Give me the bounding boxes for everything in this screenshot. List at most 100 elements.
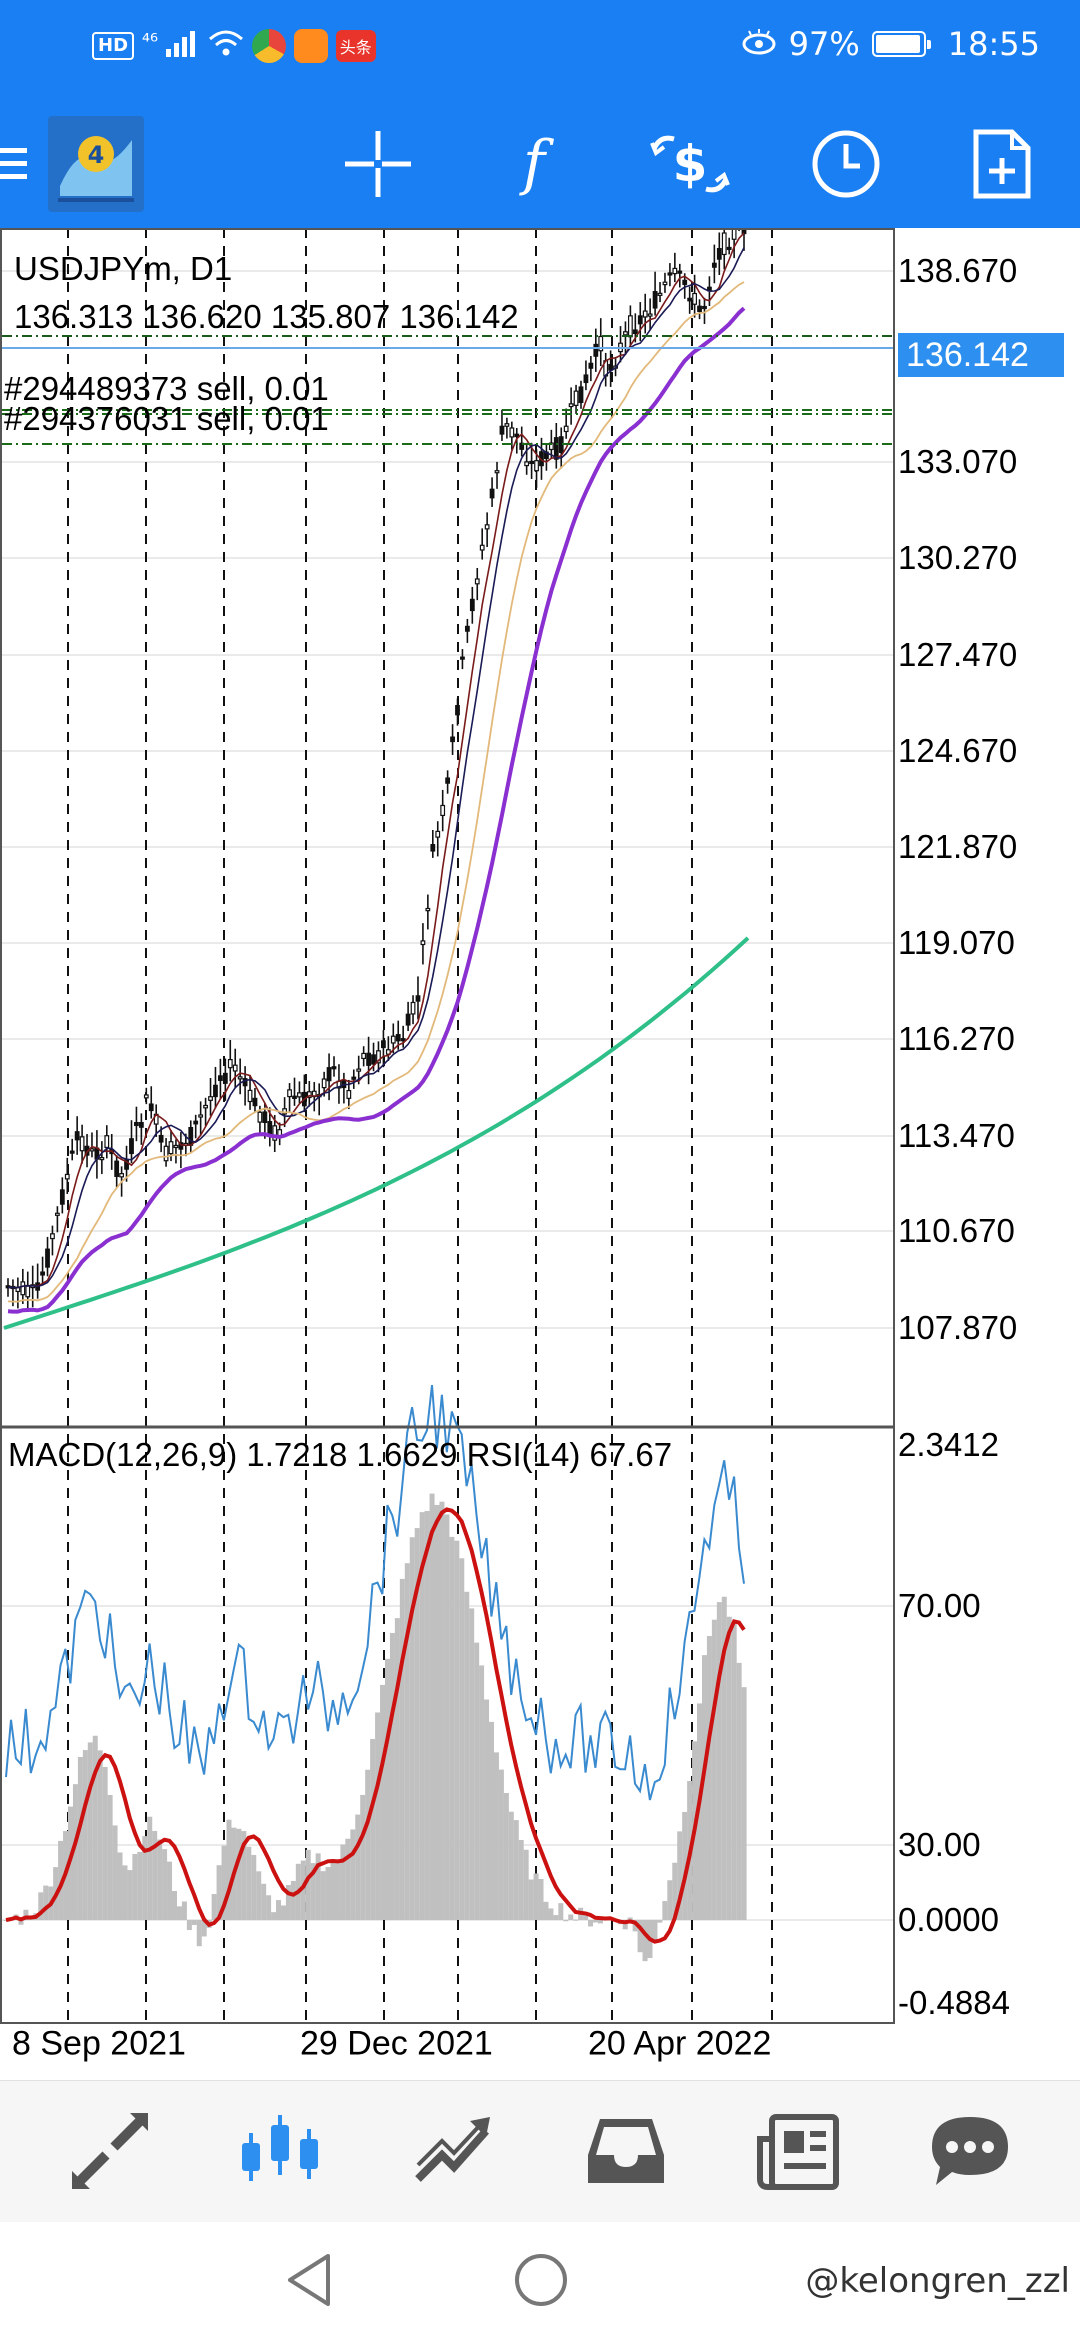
macd-bar: [513, 1820, 519, 1920]
candle-body: [232, 1064, 238, 1072]
quotes-icon[interactable]: [60, 2101, 160, 2201]
macd-bar: [568, 1914, 574, 1920]
macd-bar: [251, 1854, 257, 1920]
candle-body: [716, 248, 722, 260]
crosshair-icon[interactable]: [328, 114, 428, 214]
macd-bar: [181, 1901, 187, 1920]
candle-body: [410, 1001, 416, 1015]
candle-body: [247, 1089, 253, 1103]
candle-body: [74, 1131, 80, 1141]
macd-bar: [543, 1901, 549, 1920]
candle-body: [20, 1281, 26, 1296]
candle-body: [573, 390, 579, 406]
price-tick: 127.470: [898, 636, 1018, 673]
candle-body: [652, 290, 658, 309]
eye-comfort-icon: [741, 25, 777, 63]
candle-body: [632, 329, 638, 335]
candle-body: [138, 1122, 144, 1128]
candle-body: [331, 1066, 337, 1070]
menu-icon[interactable]: [0, 114, 60, 214]
macd-bar: [350, 1829, 356, 1920]
candle-body: [647, 313, 653, 317]
browser-app-icon: [251, 29, 286, 63]
chart-area[interactable]: USDJPYm, D1 136.313 136.620 135.807 136.…: [0, 228, 1080, 2078]
candle-body: [168, 1141, 174, 1155]
candle-body: [593, 343, 599, 357]
order-label-1[interactable]: #294489373 sell, 0.01: [4, 370, 329, 407]
indicator-tick: -0.4884: [898, 1984, 1010, 2021]
candle-body: [425, 907, 431, 912]
candle-body: [711, 262, 717, 268]
candle-body: [568, 403, 574, 408]
macd-bar: [375, 1712, 381, 1920]
candle-body: [553, 437, 559, 460]
macd-bar: [484, 1699, 490, 1920]
trade-nav-icon[interactable]: [404, 2101, 504, 2201]
macd-bar: [419, 1512, 425, 1920]
macd-signal-line: [5, 1507, 746, 1944]
macd-bar: [221, 1845, 227, 1920]
indicators-icon[interactable]: f: [484, 114, 584, 214]
candle-body: [588, 362, 594, 369]
candle-body: [519, 442, 525, 450]
new-order-icon[interactable]: [952, 114, 1052, 214]
timeframe-icon[interactable]: [796, 114, 896, 214]
candle-body: [376, 1050, 381, 1064]
macd-bar: [340, 1844, 346, 1920]
ma-50-line: [7, 306, 746, 1314]
macd-bar: [444, 1514, 450, 1920]
candle-body: [40, 1271, 45, 1276]
macd-bar: [276, 1900, 282, 1920]
macd-bar: [384, 1658, 390, 1920]
macd-bar: [399, 1578, 405, 1920]
candle-body: [395, 1034, 401, 1042]
macd-bar: [726, 1616, 732, 1920]
history-icon[interactable]: [576, 2101, 676, 2201]
symbol-label: USDJPYm, D1: [14, 250, 233, 287]
date-label: 8 Sep 2021: [12, 2024, 186, 2063]
macd-bar: [404, 1563, 410, 1920]
candle-body: [129, 1138, 134, 1155]
macd-bar: [677, 1831, 683, 1920]
candle-body: [385, 1049, 391, 1055]
candle-body: [267, 1121, 273, 1136]
macd-bar: [186, 1920, 192, 1930]
system-navigation: @kelongren_zzl: [0, 2222, 1080, 2340]
candle-body: [208, 1096, 213, 1101]
price-tick: 130.270: [898, 539, 1018, 576]
candle-body: [306, 1091, 312, 1099]
home-button[interactable]: [513, 2252, 569, 2312]
candle-body: [287, 1089, 292, 1098]
macd-bar: [642, 1920, 648, 1962]
candle-body: [361, 1052, 367, 1060]
macd-bar: [498, 1769, 504, 1920]
indicator-tick: 30.00: [898, 1826, 981, 1863]
price-chart[interactable]: [0, 228, 1080, 2078]
back-button[interactable]: [284, 2252, 334, 2312]
trade-icon[interactable]: $: [640, 114, 740, 214]
macd-bar: [652, 1920, 658, 1942]
chart-icon[interactable]: [230, 2101, 330, 2201]
mt4-logo[interactable]: 4: [46, 114, 146, 214]
candle-body: [721, 232, 727, 256]
price-tick: 138.670: [898, 252, 1018, 289]
candle-body: [692, 292, 698, 305]
candle-body: [504, 423, 510, 427]
candle-body: [381, 1040, 386, 1049]
date-label: 29 Dec 2021: [300, 2024, 493, 2063]
news-icon[interactable]: [748, 2101, 848, 2201]
candle-body: [89, 1148, 95, 1152]
macd-bar: [701, 1655, 707, 1920]
macd-bar: [157, 1839, 163, 1920]
macd-bar: [588, 1920, 594, 1927]
macd-bar: [300, 1860, 306, 1920]
candle-body: [218, 1075, 223, 1081]
candle-body: [474, 578, 480, 585]
order-label-2[interactable]: #294376031 sell, 0.01: [4, 400, 329, 437]
candle-body: [677, 270, 683, 274]
macd-bar: [191, 1920, 197, 1925]
candle-body: [198, 1114, 204, 1118]
candle-body: [99, 1157, 105, 1161]
candle-body: [257, 1111, 263, 1123]
messages-icon[interactable]: [920, 2101, 1020, 2201]
